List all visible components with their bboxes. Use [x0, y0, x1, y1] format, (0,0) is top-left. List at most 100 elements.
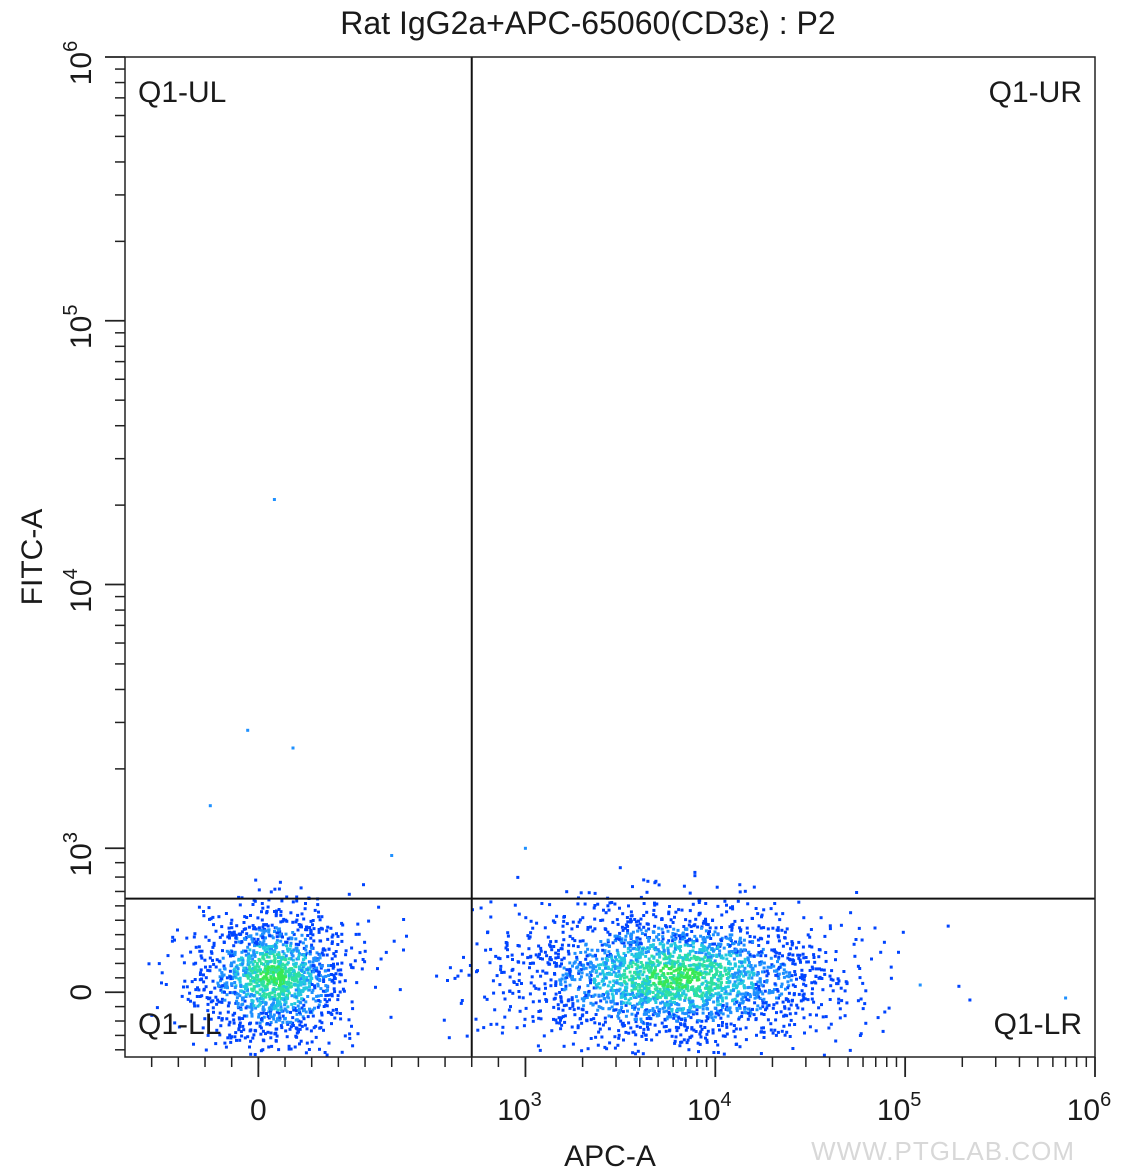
event-dot — [310, 991, 314, 994]
event-dot — [633, 971, 637, 975]
event-dot — [312, 958, 316, 962]
event-dot — [769, 1028, 773, 1032]
event-dot — [554, 982, 558, 986]
event-dot — [640, 1002, 644, 1006]
event-dot — [786, 998, 790, 1002]
event-dot — [667, 910, 671, 914]
event-dot — [746, 1017, 750, 1021]
event-dot — [291, 954, 295, 958]
event-dot — [755, 1008, 759, 1012]
event-dot — [658, 995, 662, 999]
event-dot — [613, 939, 617, 943]
event-dot — [512, 981, 516, 984]
event-dot — [705, 996, 709, 1000]
event-dot — [761, 1005, 765, 1009]
event-dot — [695, 968, 699, 971]
event-dot — [617, 1011, 620, 1015]
event-dot — [250, 998, 254, 1002]
event-dot — [553, 961, 556, 965]
event-dot — [538, 952, 541, 956]
event-dot — [294, 1034, 298, 1038]
event-dot — [709, 963, 712, 967]
event-dot — [228, 991, 232, 995]
event-dot — [538, 1048, 542, 1052]
event-dot — [591, 954, 595, 958]
event-dot — [638, 1025, 642, 1029]
event-dot — [291, 931, 295, 934]
event-dot — [725, 910, 729, 914]
event-dot — [705, 964, 709, 968]
event-dot — [830, 969, 834, 973]
event-dot — [673, 996, 677, 1000]
event-dot — [249, 1039, 253, 1043]
event-dot — [706, 955, 710, 959]
event-dot — [724, 953, 728, 957]
event-dot — [147, 962, 151, 966]
event-dot — [646, 1010, 650, 1013]
event-dot — [513, 903, 517, 907]
event-dot — [270, 947, 273, 951]
event-dot — [312, 939, 316, 943]
event-dot — [225, 993, 229, 997]
event-dot — [180, 994, 184, 998]
event-dot — [577, 963, 581, 967]
event-dot — [746, 970, 750, 974]
event-dot — [262, 923, 266, 927]
event-dot — [681, 937, 685, 941]
event-dot — [652, 981, 656, 985]
event-dot — [510, 953, 514, 957]
event-dot — [309, 964, 313, 968]
event-dot — [752, 990, 756, 994]
event-dot — [217, 1016, 221, 1020]
event-dot — [632, 1030, 636, 1034]
event-dot — [302, 976, 305, 980]
event-dot — [511, 958, 514, 961]
event-dot — [710, 969, 713, 973]
event-dot — [260, 987, 264, 991]
event-dot — [704, 979, 708, 983]
event-dot — [669, 985, 673, 989]
event-dot — [274, 926, 278, 930]
event-dot — [583, 902, 587, 906]
event-dot — [657, 1010, 661, 1014]
event-dot — [338, 990, 342, 994]
event-dot — [516, 875, 520, 879]
event-dot — [713, 1006, 717, 1010]
event-dot — [710, 976, 714, 980]
event-dot — [762, 926, 766, 930]
event-dot — [243, 915, 247, 919]
event-dot — [562, 988, 566, 992]
event-dot — [285, 1010, 289, 1014]
event-dot — [613, 967, 617, 970]
event-dot — [696, 925, 700, 929]
event-dot — [751, 966, 755, 970]
event-dot — [739, 992, 743, 996]
event-dot — [234, 936, 238, 940]
event-dot — [685, 933, 689, 937]
event-dot — [213, 986, 217, 990]
event-dot — [680, 974, 684, 978]
event-dot — [647, 939, 651, 943]
event-dot — [260, 918, 264, 922]
event-dot — [738, 926, 742, 930]
event-dot — [319, 964, 323, 968]
event-dot — [849, 911, 853, 915]
event-dot — [208, 965, 212, 969]
event-dot — [272, 954, 276, 958]
event-dot — [647, 937, 651, 941]
event-dot — [599, 940, 603, 943]
event-dot — [716, 999, 720, 1003]
event-dot — [529, 981, 533, 985]
event-dot — [706, 981, 710, 985]
event-dot — [621, 1010, 625, 1014]
event-dot — [714, 982, 717, 986]
event-dot — [751, 1007, 754, 1011]
event-dot — [272, 980, 276, 984]
event-dot — [233, 953, 237, 957]
event-dot — [299, 1020, 303, 1024]
event-dot — [687, 1048, 691, 1052]
event-dot — [554, 951, 558, 955]
event-dot — [214, 929, 218, 933]
event-dot — [728, 962, 732, 966]
event-dot — [231, 931, 235, 935]
